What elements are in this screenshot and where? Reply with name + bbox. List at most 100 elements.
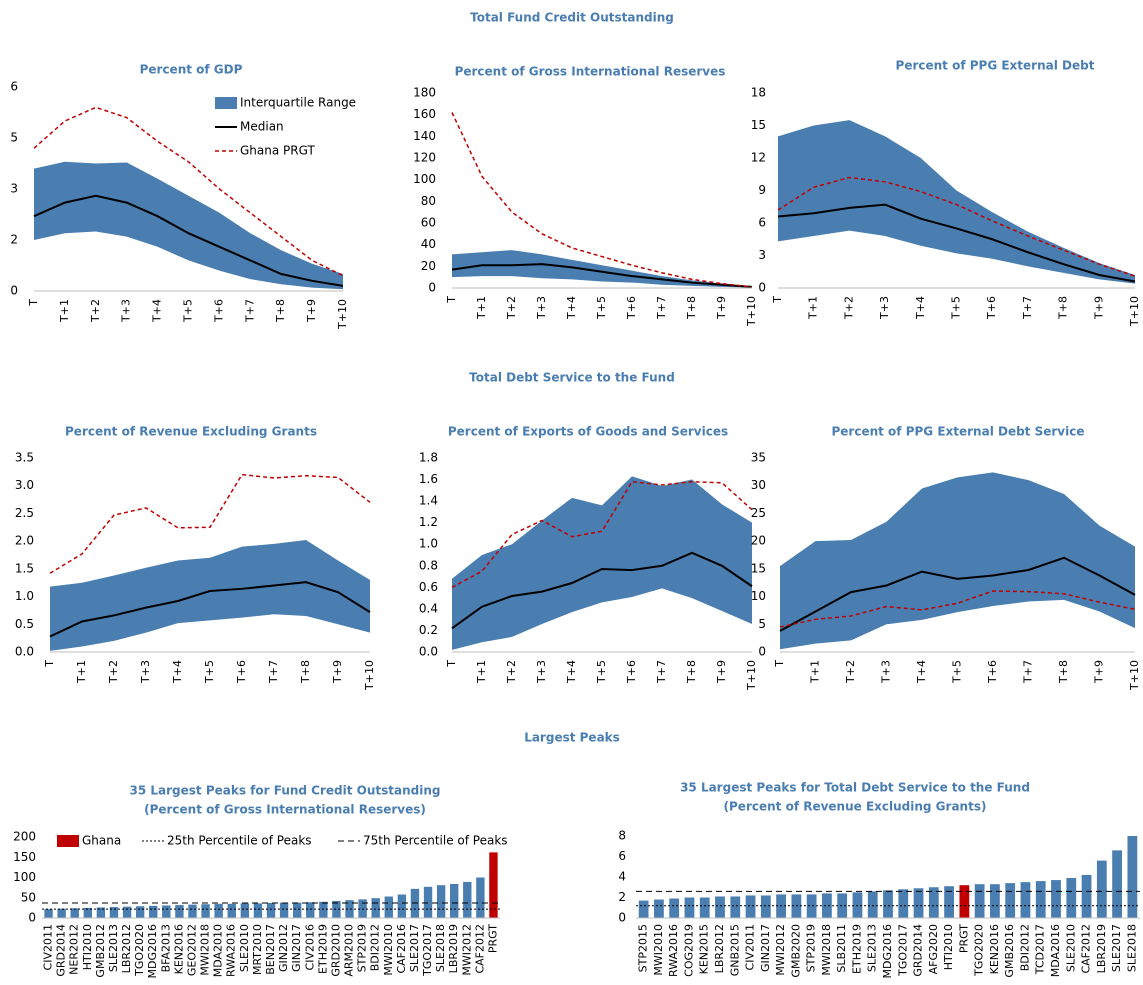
x-tick-label: T+1 xyxy=(809,660,822,684)
bar xyxy=(944,886,954,918)
bar xyxy=(162,905,171,918)
y-tick-label: 120 xyxy=(413,151,436,165)
y-tick-label: 8 xyxy=(618,829,626,843)
x-tick-label: LBR2019 xyxy=(1095,924,1108,973)
y-tick-label: 35 xyxy=(751,451,766,465)
y-tick-label: 1.2 xyxy=(419,515,438,529)
y-tick-label: 180 xyxy=(413,86,436,100)
x-tick-label: BDI2012 xyxy=(1018,924,1031,971)
x-tick-label: T+7 xyxy=(243,299,256,323)
bar xyxy=(684,897,695,918)
bar xyxy=(463,881,472,918)
interquartile-band xyxy=(778,120,1135,284)
x-tick-label: T+4 xyxy=(171,660,184,684)
chart-title: Percent of GDP xyxy=(140,63,243,77)
x-tick-label: T xyxy=(43,660,56,668)
y-tick-label: 3 xyxy=(758,248,766,262)
y-tick-label: 10 xyxy=(751,589,766,603)
bar xyxy=(253,903,263,918)
bar xyxy=(188,904,197,918)
x-tick-label: T+3 xyxy=(120,299,133,323)
x-tick-label: T+4 xyxy=(914,296,927,320)
x-tick-label: T+10 xyxy=(1128,296,1141,327)
y-tick-label: 3.0 xyxy=(15,478,34,492)
x-tick-label: PRGT xyxy=(486,924,499,953)
bar xyxy=(332,900,341,918)
y-tick-label: 15 xyxy=(751,561,766,575)
y-tick-label: 1.5 xyxy=(15,561,34,575)
bar xyxy=(175,905,184,918)
x-tick-label: GEO2012 xyxy=(185,924,198,976)
bar xyxy=(1127,836,1138,918)
x-tick-label: LBR2012 xyxy=(713,924,726,973)
x-tick-label: T+3 xyxy=(139,660,152,684)
x-tick-label: T+6 xyxy=(625,296,638,320)
bar xyxy=(745,895,756,918)
legend-label: Ghana xyxy=(82,834,121,848)
y-tick-label: 25 xyxy=(751,506,766,520)
bar xyxy=(109,907,119,918)
x-tick-label: GIN2017 xyxy=(290,924,303,972)
x-tick-label: T+8 xyxy=(685,296,698,320)
bar xyxy=(959,885,970,918)
bar xyxy=(450,883,459,918)
series-line xyxy=(451,480,753,588)
x-tick-label: GNB2015 xyxy=(728,924,741,976)
x-tick-label: T+4 xyxy=(565,296,578,320)
series-line xyxy=(777,176,1136,277)
bar xyxy=(306,902,315,918)
bar xyxy=(44,909,53,918)
bar xyxy=(292,902,302,918)
x-tick-label: T+9 xyxy=(305,299,318,323)
x-tick-label: T+1 xyxy=(75,660,88,684)
bar xyxy=(654,899,664,918)
bar xyxy=(70,908,79,918)
y-tick-label: 1.0 xyxy=(419,537,438,551)
x-tick-label: AFG2020 xyxy=(927,924,940,974)
bar xyxy=(371,898,380,918)
x-tick-label: MDA2016 xyxy=(1049,924,1062,977)
y-tick-label: 0 xyxy=(758,645,766,659)
x-tick-label: CIV2011 xyxy=(744,924,757,970)
series-line xyxy=(777,203,1136,283)
x-tick-label: T+7 xyxy=(1022,660,1035,684)
x-tick-label: MDG2016 xyxy=(146,924,159,978)
bar xyxy=(83,907,92,918)
interquartile-band xyxy=(50,540,370,651)
x-tick-label: T+5 xyxy=(950,296,963,320)
bar xyxy=(227,903,236,918)
bar xyxy=(384,896,393,918)
x-tick-label: T+6 xyxy=(212,299,225,323)
bar xyxy=(928,887,939,918)
series-line xyxy=(451,263,753,288)
x-tick-label: T+10 xyxy=(363,660,376,691)
x-tick-label: MDA2010 xyxy=(212,924,225,977)
x-tick-label: GRD2014 xyxy=(55,924,68,977)
legend-swatch xyxy=(57,835,79,847)
x-tick-label: SLE2018 xyxy=(1125,924,1138,972)
bar xyxy=(715,896,725,918)
series-line xyxy=(451,551,753,630)
x-tick-label: T+10 xyxy=(745,660,758,691)
bar xyxy=(1081,874,1092,918)
y-tick-label: 140 xyxy=(413,129,436,143)
y-tick-label: 3.5 xyxy=(15,451,34,465)
x-tick-label: HTI2010 xyxy=(942,924,955,970)
x-tick-label: T xyxy=(27,299,40,307)
x-tick-label: CAF2012 xyxy=(1080,924,1093,974)
bar xyxy=(1005,883,1016,918)
series-line xyxy=(49,581,371,638)
y-tick-label: 200 xyxy=(13,830,36,844)
x-tick-label: T+9 xyxy=(715,660,728,684)
x-tick-label: T+9 xyxy=(1092,296,1105,320)
y-tick-label: 0 xyxy=(758,281,766,295)
bar xyxy=(867,891,878,918)
x-tick-label: SLE2013 xyxy=(107,924,120,972)
x-tick-label: LBR2012 xyxy=(120,924,133,973)
x-tick-label: BDI2012 xyxy=(369,924,382,971)
y-tick-label: 2 xyxy=(618,890,626,904)
chart-title: 35 Largest Peaks for Total Debt Service … xyxy=(680,781,1030,795)
x-tick-label: MWI2012 xyxy=(774,924,787,976)
y-tick-label: 60 xyxy=(421,216,436,230)
